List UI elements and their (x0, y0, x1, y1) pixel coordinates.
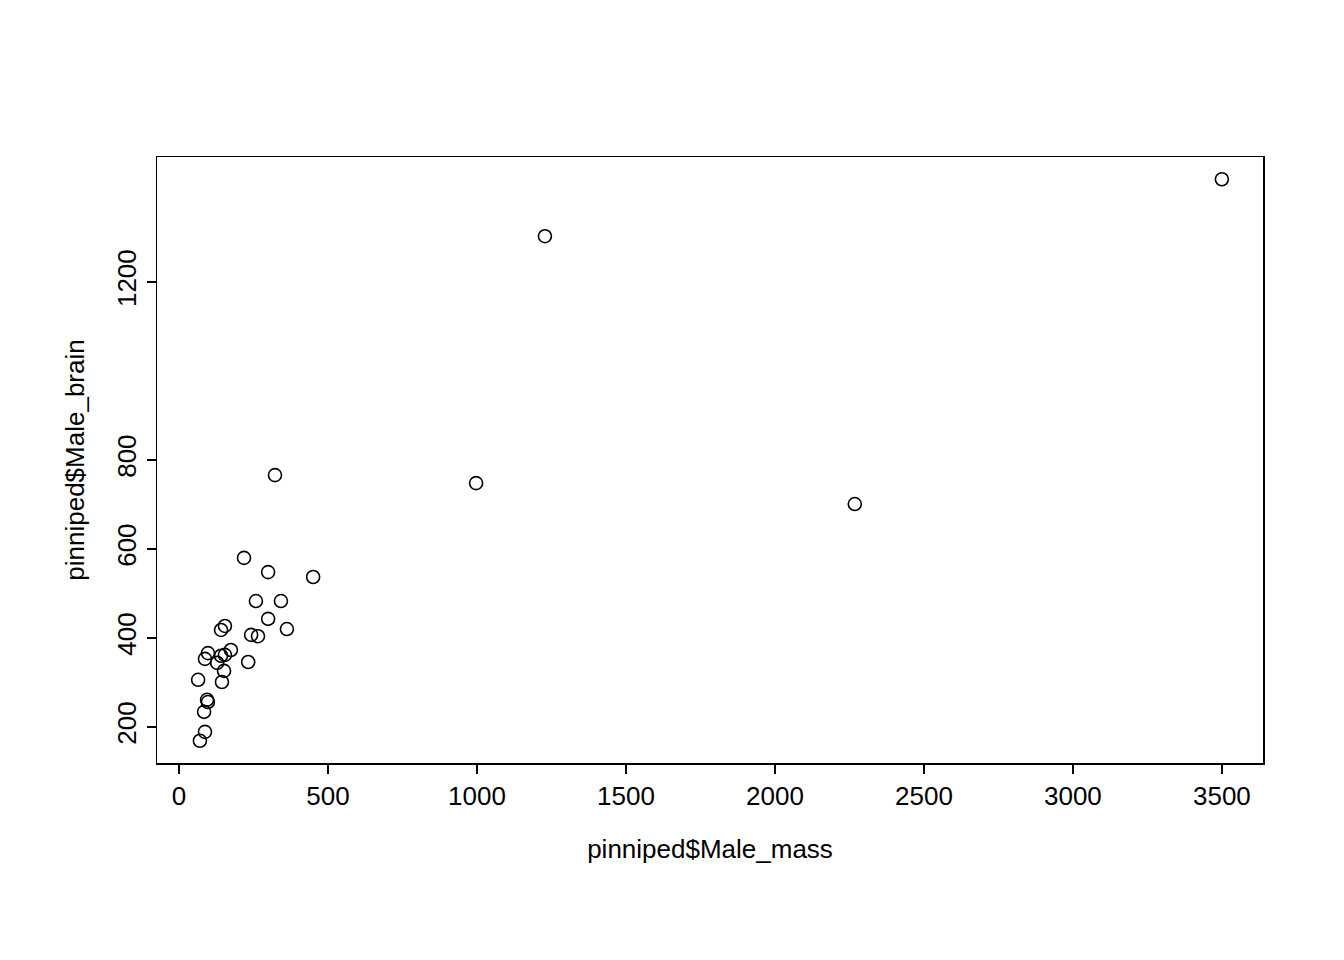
svg-text:pinniped$Male_mass: pinniped$Male_mass (587, 834, 833, 864)
svg-text:2500: 2500 (895, 781, 953, 811)
svg-text:1000: 1000 (448, 781, 506, 811)
svg-text:3500: 3500 (1193, 781, 1251, 811)
svg-text:500: 500 (306, 781, 349, 811)
svg-text:1200: 1200 (112, 249, 142, 307)
svg-text:600: 600 (112, 523, 142, 566)
svg-text:pinniped$Male_brain: pinniped$Male_brain (60, 339, 90, 580)
svg-text:400: 400 (112, 612, 142, 655)
svg-text:0: 0 (172, 781, 186, 811)
svg-text:800: 800 (112, 434, 142, 477)
svg-text:200: 200 (112, 701, 142, 744)
svg-text:1500: 1500 (597, 781, 655, 811)
svg-text:3000: 3000 (1044, 781, 1102, 811)
svg-text:2000: 2000 (746, 781, 804, 811)
